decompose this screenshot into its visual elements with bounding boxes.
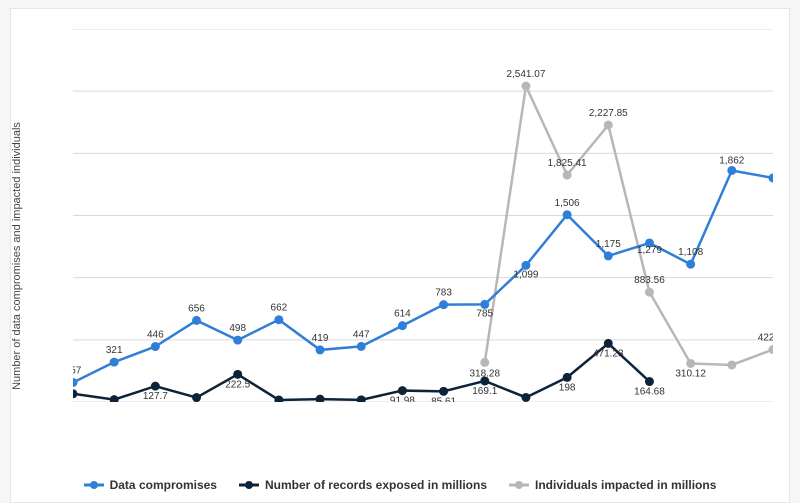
value-label: 1,108	[678, 247, 703, 258]
marker	[686, 359, 695, 368]
value-label: 422.14	[758, 333, 773, 344]
value-label: 783	[435, 288, 452, 299]
marker	[274, 395, 283, 402]
marker	[439, 300, 448, 309]
marker	[563, 373, 572, 382]
marker	[686, 260, 695, 269]
plot-area: 05001,0001,5002,0002,5003,00020052006200…	[73, 29, 773, 402]
value-label: 85.61	[431, 396, 456, 402]
value-label: 157	[73, 365, 82, 376]
marker	[192, 316, 201, 325]
value-label: 471.23	[593, 348, 624, 359]
value-label: 1,862	[719, 155, 744, 166]
value-label: 318.28	[469, 368, 500, 379]
marker	[563, 210, 572, 219]
y-axis-label: Number of data compromises and impacted …	[11, 122, 23, 390]
value-label: 1,825.41	[548, 158, 587, 169]
value-label: 1,175	[596, 239, 621, 250]
marker	[521, 82, 530, 91]
marker	[110, 395, 119, 402]
value-label: 127.7	[143, 391, 168, 402]
legend-item-individuals_impacted[interactable]: Individuals impacted in millions	[509, 478, 716, 492]
marker	[316, 345, 325, 354]
marker	[521, 393, 530, 402]
value-label: 310.12	[675, 368, 706, 379]
marker	[645, 288, 654, 297]
marker	[398, 386, 407, 395]
marker	[73, 389, 78, 398]
value-label: 447	[353, 329, 370, 340]
value-label: 446	[147, 330, 164, 341]
legend-label: Number of records exposed in millions	[265, 478, 487, 492]
marker	[192, 393, 201, 402]
value-label: 614	[394, 309, 411, 320]
legend-label: Individuals impacted in millions	[535, 478, 716, 492]
value-label: 1,279	[637, 245, 662, 256]
value-label: 2,541.07	[506, 69, 545, 80]
marker	[604, 339, 613, 348]
marker	[563, 171, 572, 180]
legend-item-records_exposed[interactable]: Number of records exposed in millions	[239, 478, 487, 492]
legend-item-data_compromises[interactable]: Data compromises	[84, 478, 217, 492]
marker	[645, 377, 654, 386]
marker	[439, 387, 448, 396]
value-label: 662	[271, 303, 288, 314]
value-label: 1,506	[555, 198, 580, 209]
value-label: 222.5	[225, 379, 250, 390]
value-label: 198	[559, 382, 576, 393]
marker	[151, 382, 160, 391]
value-label: 883.56	[634, 275, 665, 286]
marker	[769, 173, 774, 182]
chart-card: Number of data compromises and impacted …	[10, 8, 790, 503]
marker	[233, 336, 242, 345]
marker	[316, 395, 325, 402]
series-data_compromises	[73, 170, 773, 382]
chart-svg: 05001,0001,5002,0002,5003,00020052006200…	[73, 29, 773, 402]
marker	[357, 395, 366, 402]
value-label: 2,227.85	[589, 108, 628, 119]
value-label: 419	[312, 333, 329, 344]
marker	[480, 358, 489, 367]
marker	[727, 360, 736, 369]
legend: Data compromises Number of records expose…	[11, 478, 789, 492]
marker	[110, 358, 119, 367]
series-individuals_impacted	[485, 86, 773, 365]
marker	[398, 321, 407, 330]
marker	[151, 342, 160, 351]
marker	[357, 342, 366, 351]
legend-label: Data compromises	[110, 478, 217, 492]
value-label: 321	[106, 345, 123, 356]
value-label: 498	[229, 323, 246, 334]
marker	[604, 251, 613, 260]
marker	[274, 315, 283, 324]
value-label: 1,099	[513, 269, 538, 280]
marker	[769, 345, 774, 354]
value-label: 164.68	[634, 387, 665, 398]
value-label: 785	[476, 308, 493, 319]
marker	[727, 166, 736, 175]
value-label: 91.98	[390, 396, 415, 402]
value-label: 169.1	[472, 386, 497, 397]
marker	[604, 121, 613, 130]
marker	[233, 370, 242, 379]
value-label: 656	[188, 303, 205, 314]
